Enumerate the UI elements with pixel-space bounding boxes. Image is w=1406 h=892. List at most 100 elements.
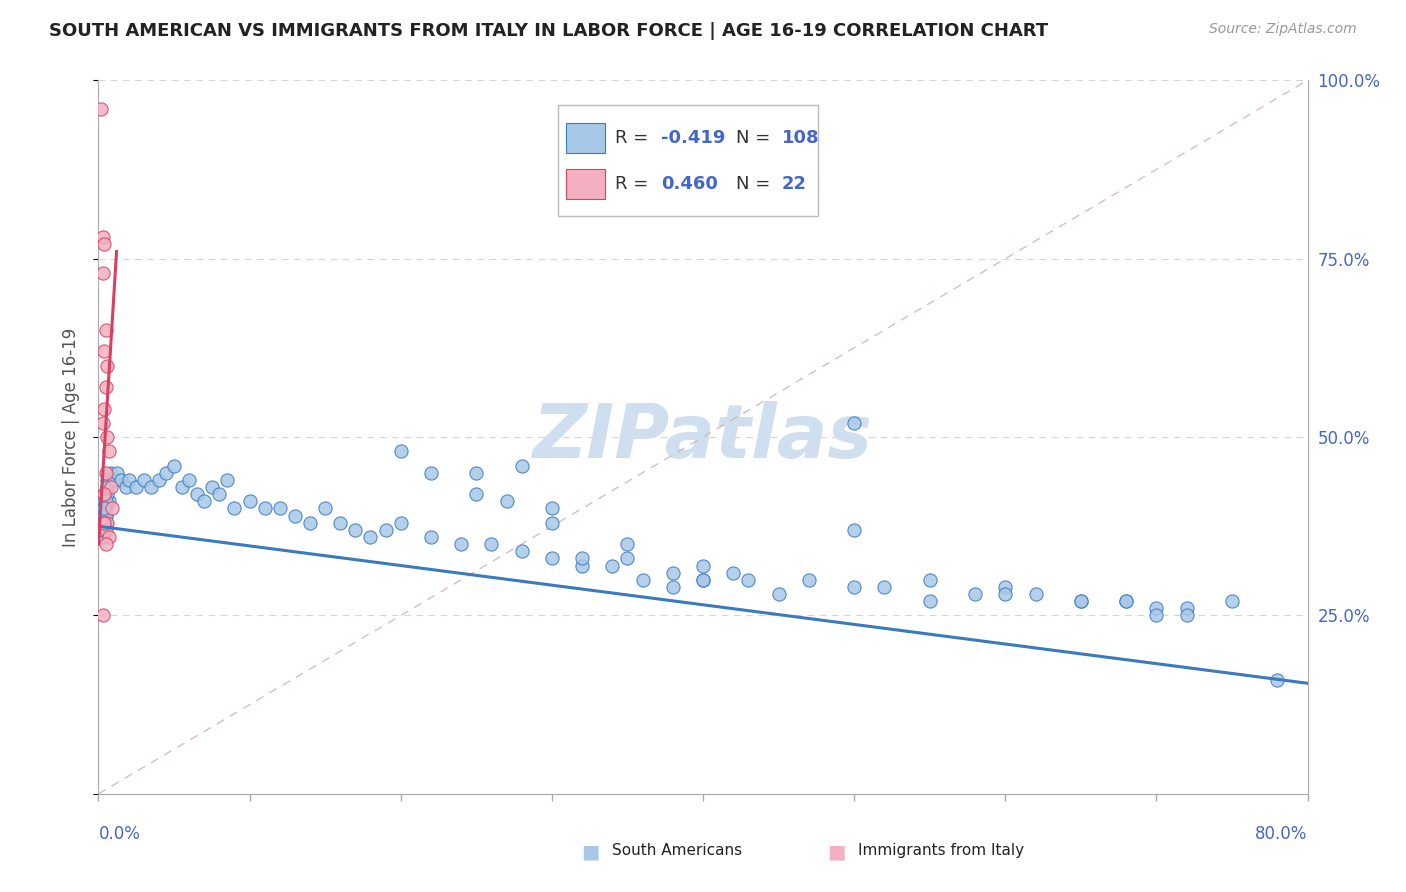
Point bbox=[94, 516, 117, 530]
Point bbox=[94, 323, 117, 337]
Point bbox=[91, 530, 114, 544]
Point bbox=[125, 480, 148, 494]
Point bbox=[692, 558, 714, 573]
Point bbox=[465, 466, 488, 480]
Point bbox=[360, 530, 382, 544]
Point bbox=[93, 516, 115, 530]
Point bbox=[616, 551, 638, 566]
Text: ■: ■ bbox=[581, 843, 600, 862]
Point bbox=[105, 466, 128, 480]
Point bbox=[93, 501, 115, 516]
Point bbox=[91, 266, 114, 280]
Point bbox=[540, 551, 562, 566]
Point bbox=[91, 523, 114, 537]
Point bbox=[389, 444, 412, 458]
Point bbox=[918, 594, 941, 608]
Point bbox=[93, 508, 115, 523]
Point bbox=[93, 516, 115, 530]
Point bbox=[91, 416, 114, 430]
Point bbox=[91, 230, 114, 244]
Point bbox=[94, 537, 117, 551]
Point bbox=[96, 480, 118, 494]
Text: Immigrants from Italy: Immigrants from Italy bbox=[858, 843, 1024, 858]
Point bbox=[844, 416, 866, 430]
Point bbox=[420, 466, 443, 480]
Text: R =: R = bbox=[614, 129, 654, 147]
Point bbox=[163, 458, 186, 473]
Point bbox=[100, 466, 122, 480]
Point bbox=[91, 523, 114, 537]
Point bbox=[93, 237, 115, 252]
Point bbox=[1115, 594, 1137, 608]
Point bbox=[1267, 673, 1289, 687]
FancyBboxPatch shape bbox=[567, 169, 605, 200]
Point bbox=[616, 537, 638, 551]
Point bbox=[284, 508, 307, 523]
Point bbox=[96, 430, 118, 444]
Point bbox=[510, 544, 533, 558]
Point bbox=[965, 587, 987, 601]
Point bbox=[155, 466, 177, 480]
Point bbox=[132, 473, 155, 487]
Point bbox=[93, 494, 115, 508]
Point bbox=[661, 580, 683, 594]
Text: 0.0%: 0.0% bbox=[98, 825, 141, 843]
Point bbox=[96, 480, 118, 494]
Point bbox=[100, 480, 122, 494]
Point bbox=[93, 401, 115, 416]
Point bbox=[495, 494, 517, 508]
Point bbox=[94, 508, 117, 523]
Point bbox=[93, 344, 115, 359]
Point bbox=[1175, 608, 1198, 623]
Point bbox=[101, 501, 124, 516]
Point bbox=[314, 501, 336, 516]
Text: N =: N = bbox=[735, 129, 776, 147]
Text: SOUTH AMERICAN VS IMMIGRANTS FROM ITALY IN LABOR FORCE | AGE 16-19 CORRELATION C: SOUTH AMERICAN VS IMMIGRANTS FROM ITALY … bbox=[49, 22, 1049, 40]
Text: R =: R = bbox=[614, 176, 654, 194]
Point bbox=[96, 359, 118, 373]
Point bbox=[450, 537, 472, 551]
Point bbox=[1070, 594, 1092, 608]
Point bbox=[269, 501, 291, 516]
Point bbox=[179, 473, 201, 487]
Point bbox=[253, 501, 276, 516]
Point bbox=[1175, 601, 1198, 615]
Point bbox=[329, 516, 352, 530]
Point bbox=[389, 516, 412, 530]
Point bbox=[98, 444, 121, 458]
Point bbox=[994, 587, 1017, 601]
Point bbox=[692, 573, 714, 587]
Point bbox=[224, 501, 246, 516]
Point bbox=[91, 516, 114, 530]
Point bbox=[540, 516, 562, 530]
Y-axis label: In Labor Force | Age 16-19: In Labor Force | Age 16-19 bbox=[62, 327, 80, 547]
Point bbox=[93, 516, 115, 530]
Point bbox=[110, 473, 132, 487]
Point bbox=[723, 566, 745, 580]
Point bbox=[1144, 608, 1167, 623]
Point bbox=[420, 530, 443, 544]
Point bbox=[91, 523, 114, 537]
Text: -0.419: -0.419 bbox=[661, 129, 725, 147]
Point bbox=[103, 473, 125, 487]
Point bbox=[94, 516, 117, 530]
Text: ■: ■ bbox=[827, 843, 846, 862]
Point bbox=[571, 551, 593, 566]
Point bbox=[93, 487, 115, 501]
Point bbox=[98, 494, 121, 508]
FancyBboxPatch shape bbox=[558, 105, 818, 216]
Point bbox=[844, 523, 866, 537]
Point bbox=[186, 487, 208, 501]
Point bbox=[1220, 594, 1243, 608]
Point bbox=[344, 523, 367, 537]
Point bbox=[844, 580, 866, 594]
Point bbox=[98, 473, 121, 487]
Point bbox=[90, 102, 112, 116]
Text: 0.460: 0.460 bbox=[661, 176, 717, 194]
Point bbox=[91, 608, 114, 623]
Point bbox=[465, 487, 488, 501]
Point bbox=[1144, 601, 1167, 615]
Point bbox=[94, 501, 117, 516]
Point bbox=[96, 516, 118, 530]
Point bbox=[873, 580, 896, 594]
